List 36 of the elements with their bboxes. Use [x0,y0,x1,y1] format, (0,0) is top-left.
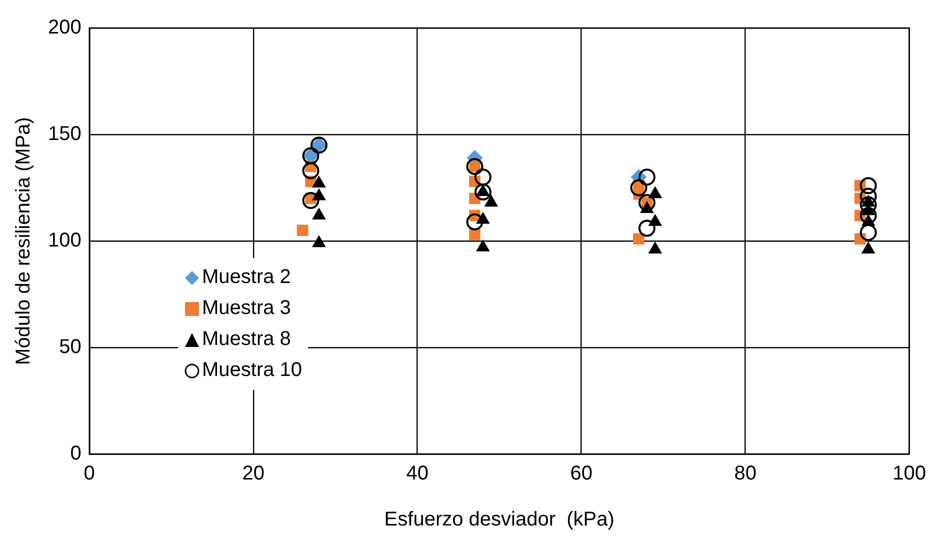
x-tick-label: 60 [570,462,592,485]
x-tick-label: 40 [406,462,428,485]
point [638,194,656,212]
point [860,224,877,241]
y-tick-label: 100 [48,230,82,252]
y-axis-title: Módulo de resiliencia (MPa) [12,117,35,365]
x-tick-label: 20 [242,462,264,485]
point [860,206,877,224]
point [633,233,644,245]
point [638,220,656,237]
point [860,196,877,214]
point [296,224,308,236]
point [860,188,877,205]
x-axis-title: Esfuerzo desviador (kPa) [384,508,614,531]
point [648,242,662,254]
point [469,228,480,240]
point [466,158,484,175]
point [861,242,876,254]
y-tick-label: 150 [48,123,82,146]
point [302,162,320,180]
point [474,184,492,201]
y-tick-label: 50 [59,336,82,358]
legend-label: Muestra 8 [202,328,291,351]
y-tick-label: 200 [48,16,82,39]
legend-label: Muestra 3 [202,297,291,320]
point [302,192,320,210]
legend-label: Muestra 2 [202,266,291,289]
y-tick-label: 0 [70,442,82,465]
point [474,168,492,186]
point [860,177,877,194]
point [630,179,648,196]
legend-label: Muestra 10 [202,359,302,382]
x-tick-label: 80 [734,462,756,485]
point [638,168,656,186]
x-tick-label: 100 [892,462,926,485]
point [466,213,484,230]
